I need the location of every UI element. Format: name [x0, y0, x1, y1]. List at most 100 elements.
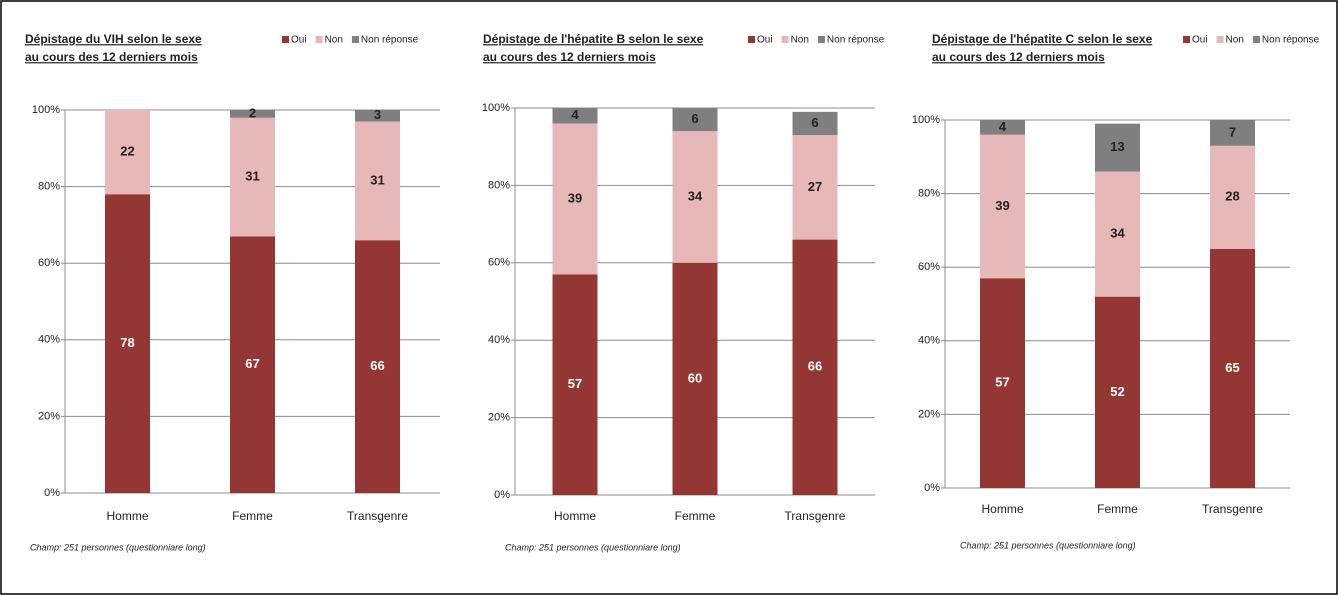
x-tick-label: Homme — [554, 509, 596, 523]
bar-segment — [1210, 145, 1255, 249]
data-label: 39 — [568, 190, 582, 205]
bar-segment — [672, 131, 718, 263]
bar-segment — [355, 110, 400, 122]
legend-label: Oui — [1192, 35, 1208, 46]
data-label: 65 — [1225, 360, 1239, 375]
bar-segment — [792, 239, 838, 495]
data-label: 67 — [245, 356, 259, 371]
legend-label: Oui — [291, 35, 307, 46]
bar-segment — [672, 262, 718, 495]
data-label: 66 — [370, 358, 384, 373]
legend-label: Non réponse — [827, 35, 885, 46]
bar-segment — [980, 278, 1025, 488]
y-tick-label: 20% — [38, 410, 60, 422]
y-tick-label: 0% — [494, 489, 510, 501]
x-tick-label: Transgenre — [347, 509, 408, 523]
chart-title: au cours des 12 derniers mois — [932, 50, 1105, 64]
bar-segment — [355, 240, 400, 493]
bar-segment — [552, 123, 598, 275]
bar-segment — [1095, 171, 1140, 297]
y-tick-label: 100% — [912, 114, 940, 126]
y-tick-label: 60% — [488, 257, 510, 269]
data-label: 57 — [568, 376, 582, 391]
y-tick-label: 0% — [44, 487, 60, 499]
y-tick-label: 60% — [38, 257, 60, 269]
bar-segment — [552, 108, 598, 124]
data-label: 57 — [995, 375, 1009, 390]
data-label: 4 — [999, 119, 1007, 134]
data-label: 3 — [374, 107, 381, 122]
bar-segment — [230, 236, 275, 493]
chart-title: Dépistage de l'hépatite B selon le sexe — [483, 32, 704, 46]
legend-label: Non réponse — [361, 35, 419, 46]
bar-segment — [1095, 123, 1140, 172]
bar-segment — [792, 111, 838, 136]
bar-segment — [230, 110, 275, 118]
data-label: 7 — [1229, 124, 1236, 139]
bar-segment — [105, 110, 150, 195]
y-tick-label: 80% — [38, 181, 60, 193]
bar-segment — [105, 194, 150, 493]
bar-segment — [980, 120, 1025, 135]
y-tick-label: 80% — [918, 188, 940, 200]
data-label: 66 — [808, 359, 822, 374]
bar-segment — [980, 134, 1025, 279]
legend-swatch — [1216, 36, 1224, 43]
data-label: 34 — [1110, 226, 1125, 241]
x-tick-label: Femme — [232, 509, 273, 523]
data-label: 2 — [249, 105, 256, 120]
chart-title: au cours des 12 derniers mois — [483, 50, 656, 64]
data-label: 60 — [688, 370, 702, 385]
chart-title: Dépistage de l'hépatite C selon le sexe — [932, 32, 1153, 46]
legend-swatch — [351, 36, 359, 43]
data-label: 6 — [691, 111, 698, 126]
x-tick-label: Femme — [675, 509, 716, 523]
y-tick-label: 80% — [488, 179, 510, 191]
bar-segment — [792, 135, 838, 240]
data-label: 22 — [120, 144, 134, 159]
data-label: 31 — [370, 172, 384, 187]
legend-swatch — [1252, 36, 1260, 43]
y-tick-label: 100% — [32, 104, 60, 116]
x-tick-label: Homme — [106, 509, 148, 523]
data-label: 28 — [1225, 189, 1239, 204]
note: Champ: 251 personnes (questionniare long… — [960, 540, 1136, 550]
bar-segment — [1095, 296, 1140, 488]
legend-label: Non — [791, 35, 809, 46]
bar-segment — [1210, 248, 1255, 488]
legend-label: Non — [325, 35, 343, 46]
chart-title: Dépistage du VIH selon le sexe — [25, 32, 202, 46]
data-label: 4 — [571, 107, 579, 122]
note: Champ: 251 personnes (questionniare long… — [30, 542, 206, 552]
legend-swatch — [781, 36, 789, 43]
legend-swatch — [282, 36, 289, 43]
y-tick-label: 100% — [482, 102, 510, 114]
y-tick-label: 20% — [918, 408, 940, 420]
data-label: 13 — [1110, 139, 1124, 154]
data-label: 31 — [245, 168, 259, 183]
note: Champ: 251 personnes (questionniare long… — [505, 542, 681, 552]
legend-swatch — [1183, 36, 1190, 43]
y-tick-label: 40% — [488, 334, 510, 346]
x-tick-label: Femme — [1097, 502, 1138, 516]
legend-label: Non réponse — [1262, 35, 1320, 46]
data-label: 34 — [688, 188, 703, 203]
data-label: 78 — [120, 335, 134, 350]
x-tick-label: Homme — [981, 502, 1023, 516]
data-label: 6 — [811, 115, 818, 130]
legend-swatch — [315, 36, 323, 43]
y-tick-label: 20% — [488, 412, 510, 424]
y-tick-label: 40% — [918, 335, 940, 347]
data-label: 27 — [808, 179, 822, 194]
legend-label: Oui — [757, 35, 773, 46]
legend-label: Non — [1226, 35, 1244, 46]
data-label: 39 — [995, 198, 1009, 213]
chart-title: au cours des 12 derniers mois — [25, 50, 198, 64]
x-tick-label: Transgenre — [1202, 502, 1263, 516]
legend-swatch — [748, 36, 755, 43]
legend-swatch — [817, 36, 825, 43]
bar-segment — [355, 121, 400, 241]
bar-segment — [230, 117, 275, 237]
y-tick-label: 40% — [38, 334, 60, 346]
